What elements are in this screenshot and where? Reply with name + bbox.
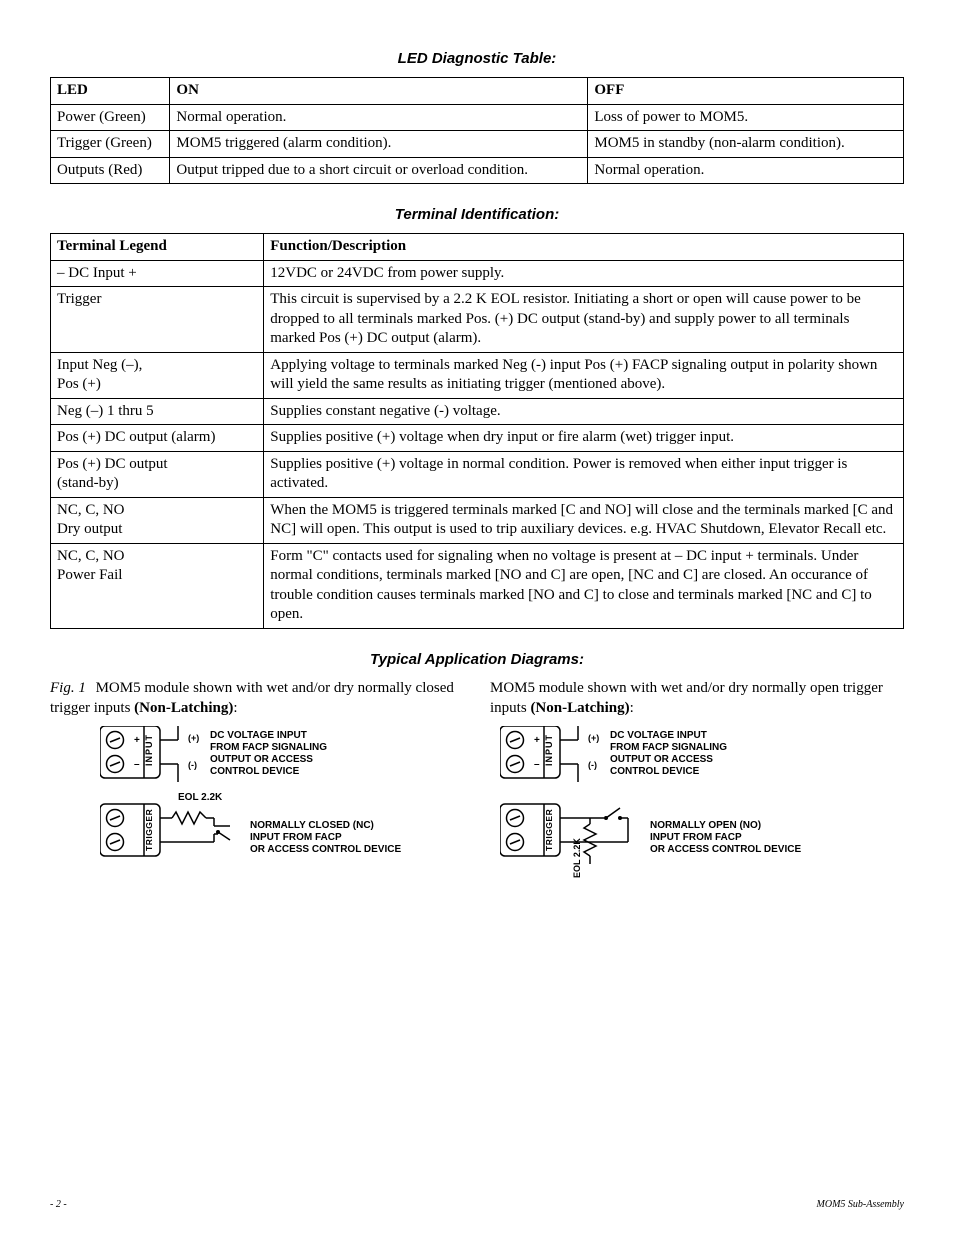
led-th-1: ON — [170, 78, 588, 105]
svg-text:+: + — [134, 735, 140, 746]
term-th-1: Function/Description — [264, 234, 904, 261]
table-cell: When the MOM5 is triggered terminals mar… — [264, 497, 904, 543]
led-th-0: LED — [51, 78, 170, 105]
table-cell: MOM5 triggered (alarm condition). — [170, 131, 588, 158]
table-cell: Loss of power to MOM5. — [588, 104, 904, 131]
svg-text:(-): (-) — [188, 760, 197, 770]
svg-text:TRIGGER: TRIGGER — [544, 809, 554, 851]
svg-text:EOL 2.2K: EOL 2.2K — [572, 838, 582, 878]
led-th-2: OFF — [588, 78, 904, 105]
fig1-body-a: MOM5 module shown with wet and/or dry no… — [50, 680, 454, 716]
svg-text:FROM FACP SIGNALING: FROM FACP SIGNALING — [210, 742, 327, 753]
table-cell: Trigger — [51, 287, 264, 353]
table-row: Outputs (Red)Output tripped due to a sho… — [51, 157, 904, 184]
svg-text:OUTPUT OR ACCESS: OUTPUT OR ACCESS — [210, 754, 313, 765]
diagrams-row: Fig. 1 MOM5 module shown with wet and/or… — [50, 678, 904, 902]
fig1-caption-left: Fig. 1 MOM5 module shown with wet and/or… — [50, 678, 470, 719]
svg-text:+: + — [534, 735, 540, 746]
table-cell: Applying voltage to terminals marked Neg… — [264, 352, 904, 398]
diagram-right: + – INPUT (+) (-) DC VOLTAGE INPUT FROM … — [490, 726, 904, 901]
table-row: Trigger (Green)MOM5 triggered (alarm con… — [51, 131, 904, 158]
svg-text:–: – — [534, 759, 540, 770]
svg-text:INPUT FROM FACP: INPUT FROM FACP — [650, 832, 742, 843]
svg-text:(+): (+) — [188, 733, 199, 743]
footer-page-number: - 2 - — [50, 1199, 67, 1210]
svg-text:INPUT FROM FACP: INPUT FROM FACP — [250, 832, 342, 843]
diagram-left-svg: + – INPUT (+) (-) DC VOLTAGE INPUT FROM … — [100, 726, 470, 886]
term-th-0: Terminal Legend — [51, 234, 264, 261]
diagram-col-left: Fig. 1 MOM5 module shown with wet and/or… — [50, 678, 470, 902]
svg-text:OUTPUT OR ACCESS: OUTPUT OR ACCESS — [610, 754, 713, 765]
svg-text:DC VOLTAGE INPUT: DC VOLTAGE INPUT — [610, 730, 707, 741]
table-cell: NC, C, NO Power Fail — [51, 543, 264, 628]
svg-text:INPUT: INPUT — [144, 734, 154, 766]
table-cell: Output tripped due to a short circuit or… — [170, 157, 588, 184]
diagram-col-right: MOM5 module shown with wet and/or dry no… — [490, 678, 904, 902]
svg-text:OR ACCESS CONTROL DEVICE: OR ACCESS CONTROL DEVICE — [650, 844, 801, 855]
table-cell: Pos (+) DC output (stand-by) — [51, 451, 264, 497]
table-row: Power (Green)Normal operation.Loss of po… — [51, 104, 904, 131]
led-diagnostic-table: LED ON OFF Power (Green)Normal operation… — [50, 77, 904, 184]
table-row: Input Neg (–), Pos (+)Applying voltage t… — [51, 352, 904, 398]
table-cell: Normal operation. — [170, 104, 588, 131]
svg-text:FROM FACP SIGNALING: FROM FACP SIGNALING — [610, 742, 727, 753]
footer-doc-title: MOM5 Sub-Assembly — [817, 1199, 904, 1210]
table-cell: – DC Input + — [51, 260, 264, 287]
svg-text:(-): (-) — [588, 760, 597, 770]
svg-text:CONTROL DEVICE: CONTROL DEVICE — [610, 766, 700, 777]
terminal-identification-table: Terminal Legend Function/Description – D… — [50, 233, 904, 629]
svg-text:(+): (+) — [588, 733, 599, 743]
svg-text:DC VOLTAGE INPUT: DC VOLTAGE INPUT — [210, 730, 307, 741]
svg-text:CONTROL DEVICE: CONTROL DEVICE — [210, 766, 300, 777]
fig1-tail-b: : — [630, 700, 634, 716]
section-heading-led: LED Diagnostic Table: — [50, 50, 904, 67]
table-cell: Neg (–) 1 thru 5 — [51, 398, 264, 425]
table-row: Pos (+) DC output (stand-by)Supplies pos… — [51, 451, 904, 497]
table-cell: Trigger (Green) — [51, 131, 170, 158]
table-cell: Pos (+) DC output (alarm) — [51, 425, 264, 452]
table-row: Pos (+) DC output (alarm)Supplies positi… — [51, 425, 904, 452]
fig1-caption-right: MOM5 module shown with wet and/or dry no… — [490, 678, 904, 719]
svg-text:NORMALLY CLOSED (NC): NORMALLY CLOSED (NC) — [250, 820, 374, 831]
table-cell: Power (Green) — [51, 104, 170, 131]
fig1-tail-a: : — [233, 700, 237, 716]
diagram-right-svg: + – INPUT (+) (-) DC VOLTAGE INPUT FROM … — [500, 726, 900, 896]
table-cell: Supplies positive (+) voltage in normal … — [264, 451, 904, 497]
table-row: – DC Input +12VDC or 24VDC from power su… — [51, 260, 904, 287]
table-cell: Supplies constant negative (-) voltage. — [264, 398, 904, 425]
table-cell: Outputs (Red) — [51, 157, 170, 184]
table-row: Neg (–) 1 thru 5Supplies constant negati… — [51, 398, 904, 425]
fig1-label: Fig. 1 — [50, 680, 86, 696]
section-heading-terminal: Terminal Identification: — [50, 206, 904, 223]
svg-text:–: – — [134, 759, 140, 770]
table-row: NC, C, NO Power FailForm "C" contacts us… — [51, 543, 904, 628]
table-row: NC, C, NO Dry outputWhen the MOM5 is tri… — [51, 497, 904, 543]
section-heading-diagrams: Typical Application Diagrams: — [50, 651, 904, 668]
svg-text:NORMALLY OPEN (NO): NORMALLY OPEN (NO) — [650, 820, 761, 831]
table-cell: Input Neg (–), Pos (+) — [51, 352, 264, 398]
table-cell: Normal operation. — [588, 157, 904, 184]
table-row: TriggerThis circuit is supervised by a 2… — [51, 287, 904, 353]
svg-text:EOL 2.2K: EOL 2.2K — [178, 792, 223, 803]
table-cell: This circuit is supervised by a 2.2 K EO… — [264, 287, 904, 353]
svg-text:INPUT: INPUT — [544, 734, 554, 766]
table-cell: 12VDC or 24VDC from power supply. — [264, 260, 904, 287]
table-cell: Supplies positive (+) voltage when dry i… — [264, 425, 904, 452]
table-cell: MOM5 in standby (non-alarm condition). — [588, 131, 904, 158]
page-footer: - 2 - MOM5 Sub-Assembly — [50, 1199, 904, 1210]
table-cell: NC, C, NO Dry output — [51, 497, 264, 543]
table-cell: Form "C" contacts used for signaling whe… — [264, 543, 904, 628]
svg-text:TRIGGER: TRIGGER — [144, 809, 154, 851]
fig1-bold-b: (Non-Latching) — [530, 700, 629, 716]
svg-text:OR ACCESS CONTROL DEVICE: OR ACCESS CONTROL DEVICE — [250, 844, 401, 855]
fig1-bold-a: (Non-Latching) — [134, 700, 233, 716]
diagram-left: + – INPUT (+) (-) DC VOLTAGE INPUT FROM … — [50, 726, 470, 891]
